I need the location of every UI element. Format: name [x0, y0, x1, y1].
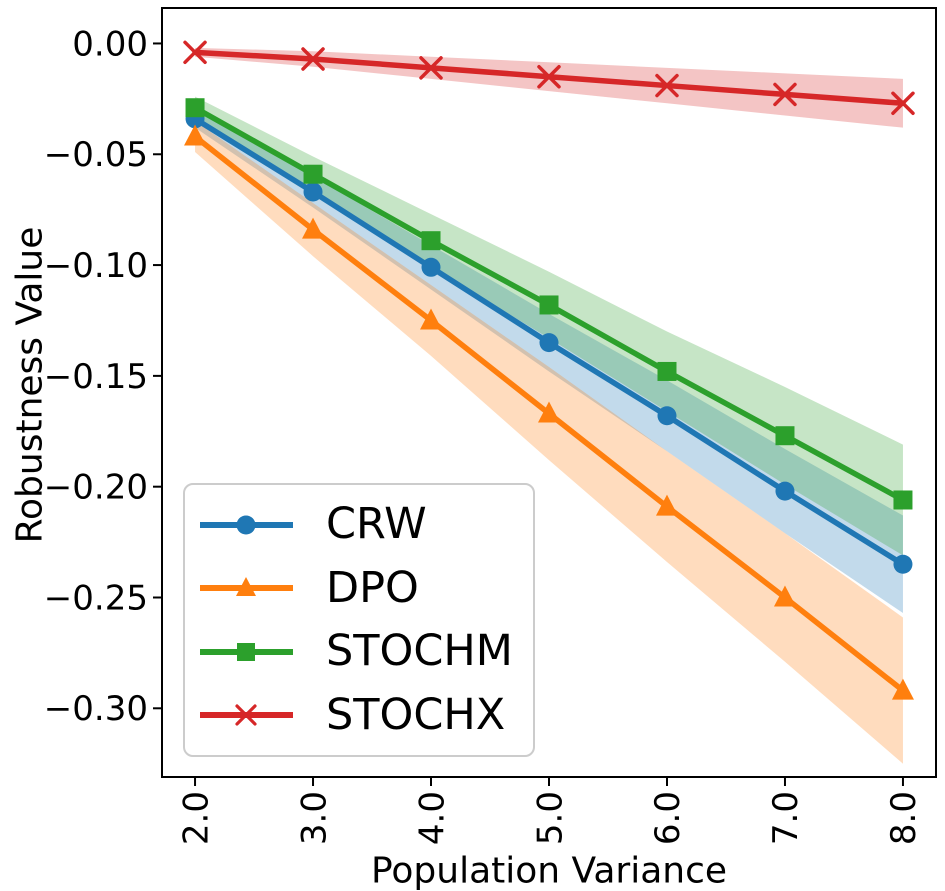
- legend-item-dpo: DPO: [199, 566, 519, 610]
- x-tick-label: 2.0: [176, 791, 216, 845]
- x-tick-label: 4.0: [412, 791, 452, 845]
- legend-label: DPO: [326, 562, 419, 613]
- x-tick-label: 3.0: [294, 791, 334, 845]
- data-point-crw-4: [421, 257, 441, 277]
- y-tick-label: −0.30: [44, 689, 148, 729]
- data-point-dpo-5: [538, 401, 560, 423]
- x-tick-label: 5.0: [530, 791, 570, 845]
- data-point-stochm-2: [185, 98, 205, 118]
- data-point-dpo-2: [184, 124, 207, 146]
- legend-item-stochx: STOCHX: [199, 693, 519, 737]
- data-point-dpo-3: [302, 217, 325, 239]
- legend-triangle-icon: [200, 577, 293, 597]
- data-point-crw-5: [539, 333, 559, 353]
- x-axis-label: Population Variance: [370, 850, 728, 891]
- legend-x-icon: [200, 704, 293, 726]
- data-point-stochx-2: [183, 40, 207, 65]
- legend-item-stochm: STOCHM: [199, 630, 519, 674]
- data-point-stochm-7: [775, 426, 795, 446]
- confidence-band-stochx: [195, 47, 903, 128]
- data-point-stochx-8: [891, 91, 915, 116]
- confidence-band-stochm: [195, 96, 903, 556]
- x-tick-label: 6.0: [648, 791, 688, 845]
- data-point-stochx-5: [537, 64, 561, 89]
- data-point-dpo-6: [655, 494, 678, 516]
- data-point-crw-6: [657, 406, 677, 426]
- legend-item-crw: CRW: [199, 503, 519, 547]
- data-point-stochx-6: [655, 73, 679, 98]
- y-tick-label: −0.10: [44, 246, 148, 286]
- legend-label: CRW: [326, 499, 427, 550]
- data-point-stochm-4: [421, 231, 441, 251]
- data-point-stochm-8: [893, 490, 913, 510]
- legend: CRW DPO STOCHM STOCHX: [183, 483, 535, 757]
- legend-circle-icon: [200, 515, 293, 535]
- data-point-dpo-4: [420, 308, 443, 330]
- data-point-crw-3: [303, 182, 323, 202]
- y-tick-label: −0.20: [44, 468, 148, 508]
- data-point-crw-7: [775, 481, 795, 501]
- data-point-stochm-3: [303, 164, 323, 184]
- confidence-band-crw: [195, 109, 903, 614]
- data-point-stochm-5: [539, 295, 559, 315]
- data-point-crw-8: [893, 554, 913, 574]
- data-point-dpo-7: [773, 585, 796, 607]
- x-tick-label: 7.0: [766, 791, 806, 845]
- data-point-dpo-8: [891, 678, 914, 700]
- data-point-stochx-3: [301, 47, 325, 71]
- x-tick-label: 8.0: [884, 791, 924, 845]
- y-tick-label: −0.05: [44, 135, 148, 175]
- data-point-stochx-7: [773, 82, 797, 107]
- confidence-band-dpo: [195, 121, 903, 764]
- y-tick-label: 0.00: [72, 24, 148, 64]
- y-axis-label: Robustness Value: [9, 226, 51, 544]
- data-point-stochm-6: [657, 361, 677, 381]
- y-tick-label: −0.25: [44, 578, 148, 618]
- legend-label: STOCHX: [326, 689, 506, 740]
- data-point-stochx-4: [419, 56, 443, 80]
- y-tick-label: −0.15: [44, 357, 148, 397]
- legend-square-icon: [200, 642, 293, 661]
- legend-label: STOCHM: [326, 626, 513, 677]
